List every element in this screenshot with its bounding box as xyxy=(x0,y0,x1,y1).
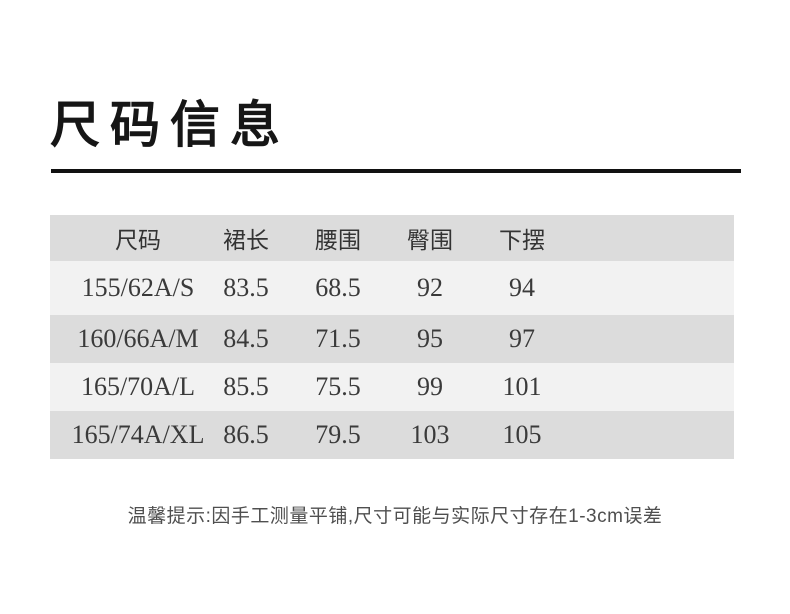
size-value: 165/74A/XL xyxy=(71,420,205,449)
size-value: 155/62A/S xyxy=(81,273,195,302)
hip-value: 99 xyxy=(417,372,443,401)
hem-value: 105 xyxy=(502,420,542,449)
hip-value: 103 xyxy=(410,420,450,449)
size-table-header-row: 尺码 裙长 腰围 臀围 下摆 xyxy=(50,215,734,261)
waist-value: 71.5 xyxy=(315,324,361,353)
hem-value: 101 xyxy=(502,372,542,401)
skirt-length-value: 84.5 xyxy=(223,324,269,353)
title-underline xyxy=(51,169,741,173)
size-table-row-l: 165/70A/L 85.5 75.5 99 101 xyxy=(50,363,734,411)
size-value: 165/70A/L xyxy=(80,372,196,401)
column-header-size: 尺码 xyxy=(115,228,161,253)
size-table-row-xl: 165/74A/XL 86.5 79.5 103 105 xyxy=(50,411,734,459)
measurement-note: 温馨提示:因手工测量平铺,尺寸可能与实际尺寸存在1-3cm误差 xyxy=(127,506,663,527)
waist-value: 75.5 xyxy=(315,372,361,401)
size-table-row-s: 155/62A/S 83.5 68.5 92 94 xyxy=(50,261,734,315)
hem-value: 97 xyxy=(509,324,535,353)
waist-value: 68.5 xyxy=(315,273,361,302)
hip-value: 92 xyxy=(417,273,443,302)
size-value: 160/66A/M xyxy=(77,324,199,353)
skirt-length-value: 85.5 xyxy=(223,372,269,401)
page-title: 尺码信息 xyxy=(50,97,290,153)
column-header-skirt-length: 裙长 xyxy=(223,228,269,253)
column-header-hem: 下摆 xyxy=(499,228,545,253)
column-header-waist: 腰围 xyxy=(315,228,361,253)
column-header-hip: 臀围 xyxy=(407,228,453,253)
hip-value: 95 xyxy=(417,324,443,353)
size-table-row-m: 160/66A/M 84.5 71.5 95 97 xyxy=(50,315,734,363)
waist-value: 79.5 xyxy=(315,420,361,449)
skirt-length-value: 83.5 xyxy=(223,273,269,302)
skirt-length-value: 86.5 xyxy=(223,420,269,449)
size-table: 尺码 裙长 腰围 臀围 下摆 155/62A/S 83.5 68.5 92 94… xyxy=(50,215,734,459)
hem-value: 94 xyxy=(509,273,535,302)
